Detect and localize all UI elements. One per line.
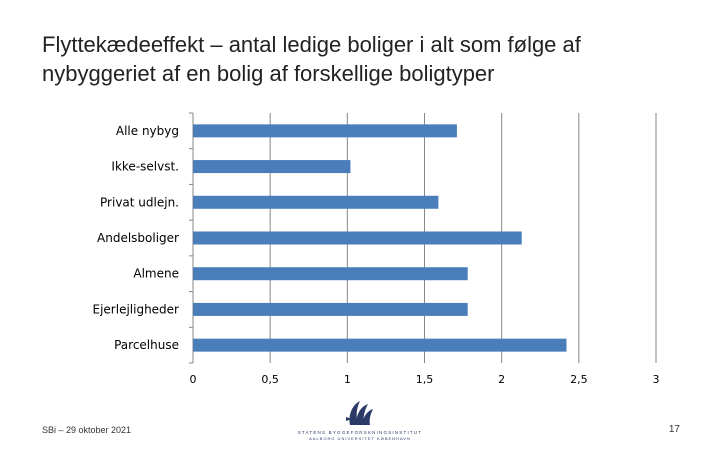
- category-label: Parcelhuse: [114, 338, 179, 352]
- footer-date: SBi – 29 oktober 2021: [42, 425, 132, 435]
- bar: [193, 160, 351, 174]
- x-tick-label: 1,5: [416, 373, 434, 386]
- page-number: 17: [668, 424, 680, 435]
- category-label: Andelsboliger: [97, 231, 179, 245]
- x-tick-label: 1: [344, 373, 351, 386]
- bar: [193, 267, 468, 281]
- sbi-logo-icon: [346, 401, 373, 425]
- x-tick-label: 3: [653, 373, 660, 386]
- category-label: Ejerlejligheder: [93, 302, 180, 316]
- bar: [193, 195, 439, 209]
- category-label: Ikke-selvst.: [111, 160, 179, 174]
- bar: [193, 338, 567, 352]
- category-label: Almene: [133, 267, 179, 281]
- category-label: Privat udlejn.: [100, 195, 179, 209]
- x-tick-label: 0,5: [261, 373, 279, 386]
- x-tick-label: 2: [498, 373, 505, 386]
- logo-text-institute: STATENS BYGGEFORSKNINGSINSTITUT: [297, 430, 423, 435]
- bar: [193, 302, 468, 316]
- category-label: Alle nybyg: [116, 124, 179, 138]
- logo-text-university: AALBORG UNIVERSITET KØBENHAVN: [309, 436, 411, 441]
- bar-chart: Alle nybyg Ikke-selvst. Privat udlejn. Ande…: [93, 112, 660, 386]
- x-tick-label: 0: [190, 373, 197, 386]
- x-tick-label: 2,5: [570, 373, 588, 386]
- sbi-logo: STATENS BYGGEFORSKNINGSINSTITUT AALBORG …: [290, 397, 430, 442]
- bar: [193, 124, 457, 138]
- chart-title: Flyttekædeeffekt – antal ledige boliger …: [42, 32, 581, 86]
- bar: [193, 231, 522, 245]
